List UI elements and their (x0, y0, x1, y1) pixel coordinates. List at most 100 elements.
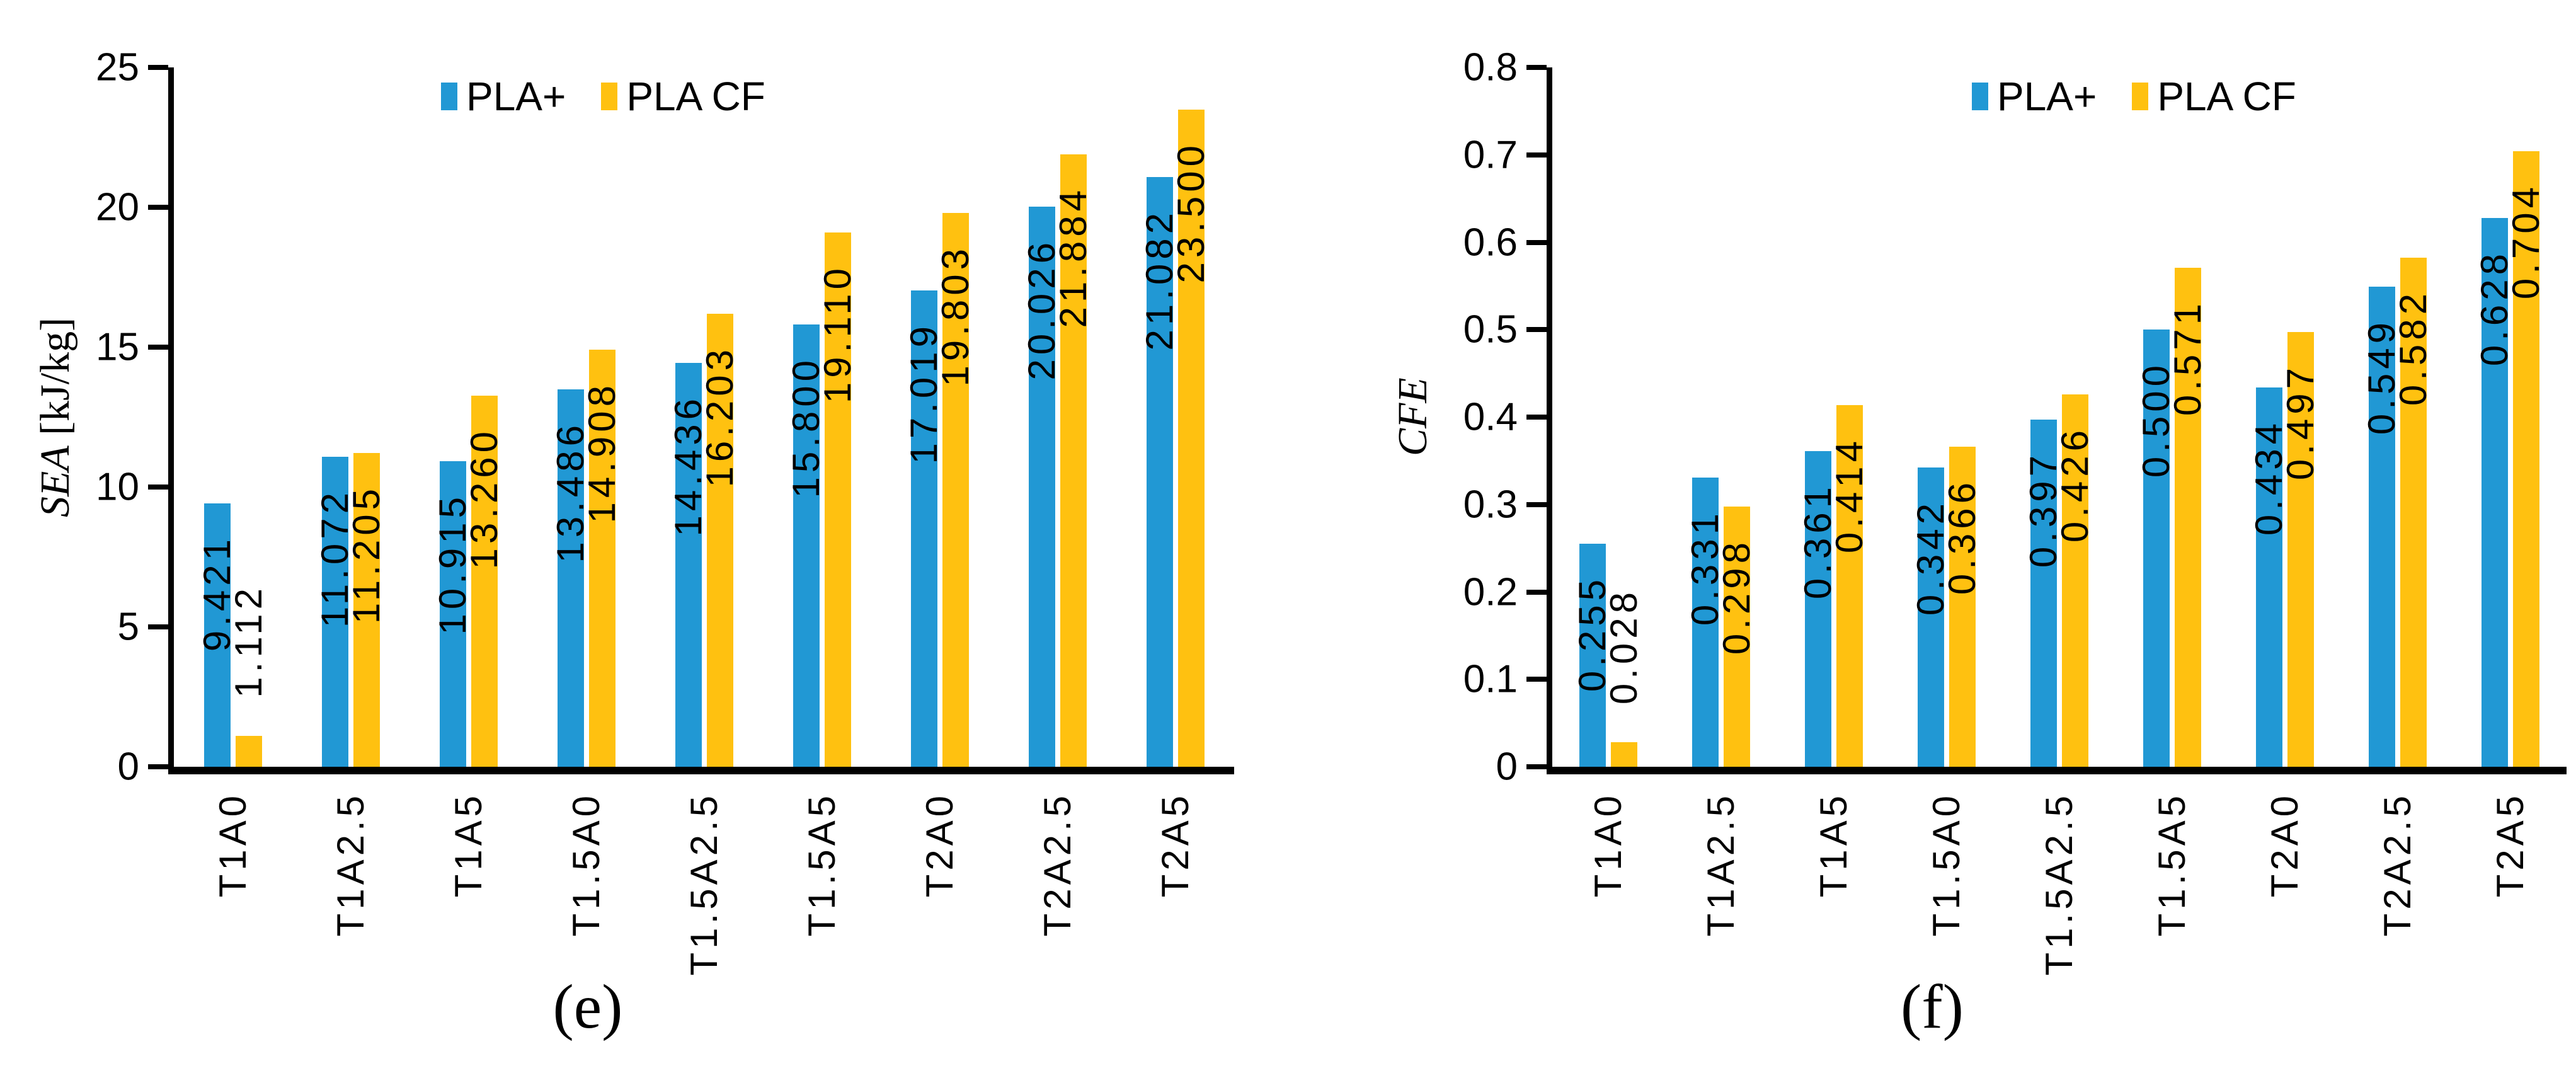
x-category-label: T1A0 (211, 792, 254, 898)
bar-PLA CF-T1A0 (1611, 742, 1638, 767)
bar-PLA+-T1A0 (203, 503, 231, 767)
y-tick-label: 0.7 (1463, 133, 1518, 177)
value-label: 19.803 (934, 244, 976, 387)
x-category-label: T1.5A0 (564, 792, 607, 937)
bar-PLA+-T1A0 (1579, 544, 1606, 767)
y-tick-mark (1526, 65, 1547, 70)
value-label: 0.028 (1603, 588, 1646, 705)
bar-PLA CF-T2A2.5 (1060, 154, 1087, 767)
legend-label: PLA CF (2157, 74, 2296, 119)
x-category-label: T1.5A0 (1925, 792, 1968, 937)
x-category-label: T1A2.5 (329, 792, 372, 937)
legend-item-PLA+: PLA+ (441, 73, 566, 120)
bar-PLA CF-T1.5A2.5 (2062, 394, 2088, 767)
bar-PLA CF-T2A2.5 (2400, 258, 2427, 767)
y-tick-label: 0.8 (1463, 45, 1518, 89)
x-category-label: T1.5A2.5 (2038, 792, 2080, 976)
bar-PLA+-T1.5A0 (1918, 467, 1945, 767)
x-category-label: T2A2.5 (2376, 792, 2419, 937)
value-label: 0.571 (2166, 299, 2209, 416)
y-tick-label: 0.4 (1463, 395, 1518, 439)
legend-label: PLA CF (626, 74, 765, 119)
y-tick-mark (1526, 327, 1547, 333)
y-tick-label: 0.3 (1463, 483, 1518, 527)
legend: PLA+ PLA CF (441, 73, 765, 120)
y-tick-mark (1526, 764, 1547, 769)
y-tick-mark (1526, 415, 1547, 420)
x-category-label: T2A0 (918, 792, 961, 898)
value-label: 14.908 (580, 381, 623, 524)
legend-swatch-PLA+ (1972, 83, 1988, 110)
value-label: 16.203 (698, 345, 741, 488)
y-tick-label: 20 (96, 185, 139, 229)
bar-PLA+-T1A2.5 (321, 457, 348, 767)
bar-PLA+-T2A5 (2481, 218, 2508, 767)
y-tick-mark (148, 624, 168, 629)
y-tick-label: 10 (96, 465, 139, 509)
y-axis-variable: SEA (32, 445, 78, 517)
bar-PLA CF-T1A2.5 (1724, 507, 1751, 767)
x-category-label: T1.5A5 (2150, 792, 2193, 937)
bar-PLA+-T1A2.5 (1692, 478, 1719, 767)
bar-PLA CF-T2A5 (1177, 110, 1205, 767)
legend-label: PLA+ (466, 74, 566, 119)
bar-PLA CF-T1.5A0 (588, 350, 615, 767)
y-tick-label: 5 (117, 605, 139, 649)
value-label: 23.500 (1169, 141, 1212, 284)
y-axis-title: SEA [kJ/kg] (32, 67, 78, 767)
legend-label: PLA+ (1997, 74, 2097, 119)
legend-item-PLA CF: PLA CF (601, 73, 765, 120)
x-category-label: T1A0 (1587, 792, 1630, 898)
y-tick-label: 0.6 (1463, 221, 1518, 264)
bar-PLA CF-T1.5A5 (2174, 268, 2201, 767)
bar-PLA+-T1.5A5 (2143, 330, 2170, 767)
bar-PLA CF-T1A5 (471, 396, 498, 767)
y-tick-label: 0.1 (1463, 657, 1518, 701)
y-tick-label: 0.5 (1463, 307, 1518, 352)
plot-area: 0 0.1 0.2 0.3 0.4 0.5 0.6 0.7 0.8 T1A0 0.255 0.028 T… (1463, 46, 2567, 976)
x-category-label: T2A5 (2488, 792, 2531, 898)
bar-PLA+-T1.5A0 (557, 389, 584, 767)
bar-PLA+-T2A5 (1146, 177, 1173, 767)
value-label: 0.497 (2279, 364, 2321, 481)
legend-item-PLA+: PLA+ (1972, 73, 2097, 120)
x-category-label: T2A5 (1153, 792, 1196, 898)
x-category-label: T1A5 (1812, 792, 1855, 898)
legend-swatch-PLA CF (601, 83, 618, 110)
legend-item-PLA CF: PLA CF (2132, 73, 2296, 120)
value-label: 0.704 (2504, 183, 2547, 300)
sea-bar-chart: SEA [kJ/kg] PLA+ PLA CF 0 5 10 15 20 25 T1A0 9.4… (32, 46, 1234, 1041)
y-tick-mark (148, 65, 168, 70)
y-tick-mark (1526, 502, 1547, 507)
y-axis-title: CFE (1390, 67, 1436, 767)
y-tick-mark (1526, 589, 1547, 595)
y-axis-unit: [kJ/kg] (32, 317, 78, 445)
y-tick-mark (148, 205, 168, 210)
legend-swatch-PLA+ (441, 83, 457, 110)
bar-PLA CF-T1.5A2.5 (706, 314, 733, 767)
plot-area: 0 5 10 15 20 25 T1A0 9.421 1.112 T1A2.5 11.072 11.2… (96, 46, 1234, 976)
chart-caption: (f) (1901, 972, 1964, 1041)
x-category-label: T1.5A5 (800, 792, 843, 937)
value-label: 0.414 (1828, 437, 1871, 554)
legend-swatch-PLA CF (2132, 83, 2149, 110)
y-tick-mark (1526, 677, 1547, 682)
bar-PLA CF-T1A0 (235, 736, 262, 767)
y-tick-mark (148, 764, 168, 769)
x-category-label: T1A2.5 (1700, 792, 1743, 937)
bar-PLA CF-T1.5A0 (1949, 447, 1976, 767)
y-axis-variable: CFE (1390, 377, 1436, 457)
y-tick-label: 0 (1496, 745, 1518, 789)
bar-PLA CF-T2A0 (2287, 332, 2314, 767)
y-tick-label: 0 (117, 745, 139, 789)
y-tick-label: 25 (96, 45, 139, 89)
value-label: 0.298 (1715, 538, 1758, 655)
bar-PLA CF-T1A2.5 (353, 453, 380, 767)
bar-PLA+-T1A5 (439, 461, 466, 767)
y-tick-label: 15 (96, 325, 139, 369)
value-label: 13.260 (462, 427, 505, 570)
chart-caption: (e) (552, 972, 623, 1041)
bar-PLA CF-T1.5A5 (824, 232, 851, 767)
bar-PLA+-T1.5A5 (793, 324, 820, 767)
